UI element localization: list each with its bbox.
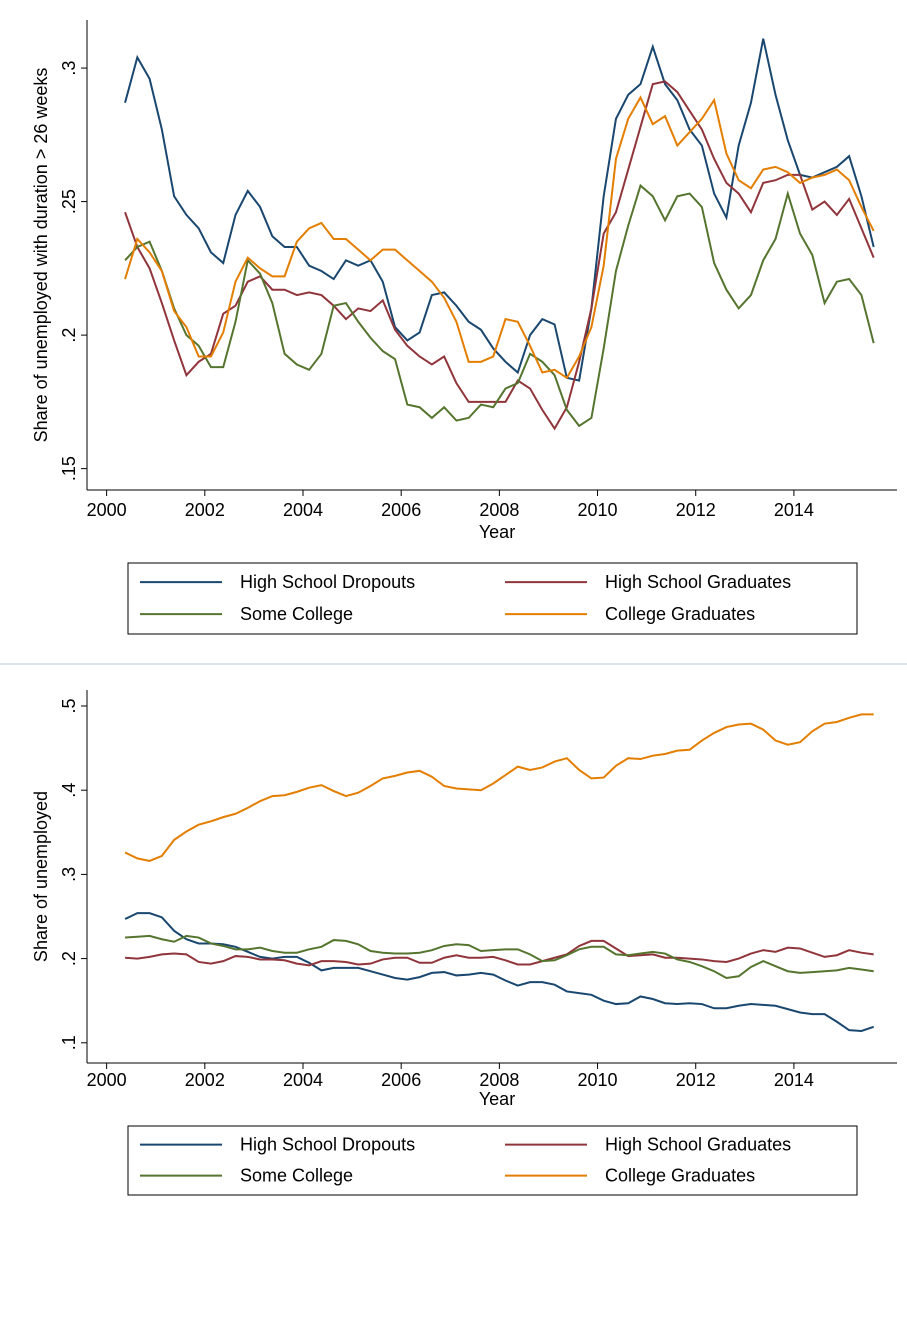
legend-label: College Graduates (605, 1166, 755, 1186)
series-line (124, 934, 874, 979)
x-tick-label: 2000 (87, 500, 127, 520)
series-line (124, 38, 875, 382)
legend-label: High School Dropouts (240, 1135, 415, 1155)
x-tick-label: 2004 (283, 500, 323, 520)
x-tick-label: 2008 (479, 500, 519, 520)
x-tick-label: 2004 (283, 1070, 323, 1090)
y-tick-label: .25 (59, 189, 79, 214)
x-tick-label: 2010 (578, 1070, 618, 1090)
x-tick-label: 2012 (676, 1070, 716, 1090)
legend-label: High School Graduates (605, 572, 791, 592)
y-tick-label: .5 (59, 698, 79, 713)
legend-label: High School Graduates (605, 1135, 791, 1155)
x-tick-label: 2012 (676, 500, 716, 520)
y-tick-label: .15 (59, 456, 79, 481)
x-axis-title: Year (479, 522, 515, 542)
y-tick-label: .4 (59, 783, 79, 798)
y-tick-label: .2 (59, 328, 79, 343)
x-tick-label: 2010 (578, 500, 618, 520)
y-tick-label: .3 (59, 61, 79, 76)
legend-label: Some College (240, 604, 353, 624)
x-tick-label: 2002 (185, 1070, 225, 1090)
x-tick-label: 2006 (381, 1070, 421, 1090)
series-line (124, 95, 875, 380)
x-tick-label: 2002 (185, 500, 225, 520)
x-tick-label: 2000 (87, 1070, 127, 1090)
x-tick-label: 2014 (774, 1070, 814, 1090)
x-axis-title: Year (479, 1089, 515, 1109)
series-line (124, 183, 875, 428)
series-line (124, 713, 874, 862)
x-tick-label: 2006 (381, 500, 421, 520)
y-tick-label: .2 (59, 951, 79, 966)
x-tick-label: 2014 (774, 500, 814, 520)
series-line (124, 939, 874, 967)
y-tick-label: .1 (59, 1035, 79, 1050)
series-line (124, 80, 875, 431)
legend-label: Some College (240, 1166, 353, 1186)
series-line (124, 912, 875, 1033)
y-axis-title: Share of unemployed with duration > 26 w… (31, 68, 51, 443)
x-tick-label: 2008 (479, 1070, 519, 1090)
legend-label: High School Dropouts (240, 572, 415, 592)
y-tick-label: .3 (59, 867, 79, 882)
y-axis-title: Share of unemployed (31, 791, 51, 962)
legend-label: College Graduates (605, 604, 755, 624)
legend-box (127, 1125, 858, 1196)
legend-box (127, 562, 858, 635)
